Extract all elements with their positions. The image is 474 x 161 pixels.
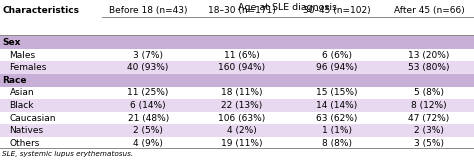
Text: 4 (2%): 4 (2%): [227, 126, 256, 135]
Text: 2 (5%): 2 (5%): [133, 126, 163, 135]
Bar: [0, 87, 474, 99]
Bar: [0, 124, 474, 137]
Text: After 45 (n=66): After 45 (n=66): [393, 6, 465, 15]
Text: Before 18 (n=43): Before 18 (n=43): [109, 6, 187, 15]
Text: 11 (25%): 11 (25%): [128, 88, 169, 97]
Bar: [0, 74, 474, 87]
Text: 106 (63%): 106 (63%): [218, 114, 265, 123]
Text: 18 (11%): 18 (11%): [221, 88, 263, 97]
Text: Characteristics: Characteristics: [2, 6, 79, 15]
Text: Others: Others: [9, 139, 40, 148]
Text: 1 (1%): 1 (1%): [321, 126, 352, 135]
Bar: [0, 62, 474, 74]
Bar: [0, 137, 474, 150]
Text: Age at SLE diagnosis: Age at SLE diagnosis: [238, 4, 337, 12]
Text: 47 (72%): 47 (72%): [408, 114, 450, 123]
Text: 63 (62%): 63 (62%): [316, 114, 357, 123]
Bar: [0, 2, 474, 19]
Text: Black: Black: [9, 101, 34, 110]
Text: 5 (8%): 5 (8%): [414, 88, 444, 97]
Text: Asian: Asian: [9, 88, 34, 97]
Text: 2 (3%): 2 (3%): [414, 126, 444, 135]
Text: 13 (20%): 13 (20%): [408, 51, 450, 60]
Bar: [0, 99, 474, 112]
Text: 22 (13%): 22 (13%): [221, 101, 263, 110]
Text: 15 (15%): 15 (15%): [316, 88, 357, 97]
Text: 18–30 (n=171): 18–30 (n=171): [208, 6, 276, 15]
Text: Sex: Sex: [2, 38, 21, 47]
Text: 96 (94%): 96 (94%): [316, 63, 357, 72]
Text: Race: Race: [2, 76, 27, 85]
Text: 11 (6%): 11 (6%): [224, 51, 260, 60]
Text: Natives: Natives: [9, 126, 44, 135]
Text: 8 (12%): 8 (12%): [411, 101, 447, 110]
Text: 160 (94%): 160 (94%): [218, 63, 265, 72]
Text: 6 (6%): 6 (6%): [321, 51, 352, 60]
Text: 19 (11%): 19 (11%): [221, 139, 263, 148]
Bar: [0, 49, 474, 62]
Text: 6 (14%): 6 (14%): [130, 101, 166, 110]
Text: 53 (80%): 53 (80%): [408, 63, 450, 72]
Bar: [0, 112, 474, 124]
Text: 30–45 (n=102): 30–45 (n=102): [303, 6, 370, 15]
Text: Males: Males: [9, 51, 36, 60]
Text: Caucasian: Caucasian: [9, 114, 56, 123]
Text: 3 (7%): 3 (7%): [133, 51, 163, 60]
Text: 14 (14%): 14 (14%): [316, 101, 357, 110]
Text: SLE, systemic lupus erythematosus.: SLE, systemic lupus erythematosus.: [2, 151, 134, 157]
Text: 4 (9%): 4 (9%): [133, 139, 163, 148]
Text: Females: Females: [9, 63, 47, 72]
Text: 3 (5%): 3 (5%): [414, 139, 444, 148]
Text: 40 (93%): 40 (93%): [128, 63, 169, 72]
Text: 8 (8%): 8 (8%): [321, 139, 352, 148]
Bar: [0, 36, 474, 49]
Text: 21 (48%): 21 (48%): [128, 114, 169, 123]
